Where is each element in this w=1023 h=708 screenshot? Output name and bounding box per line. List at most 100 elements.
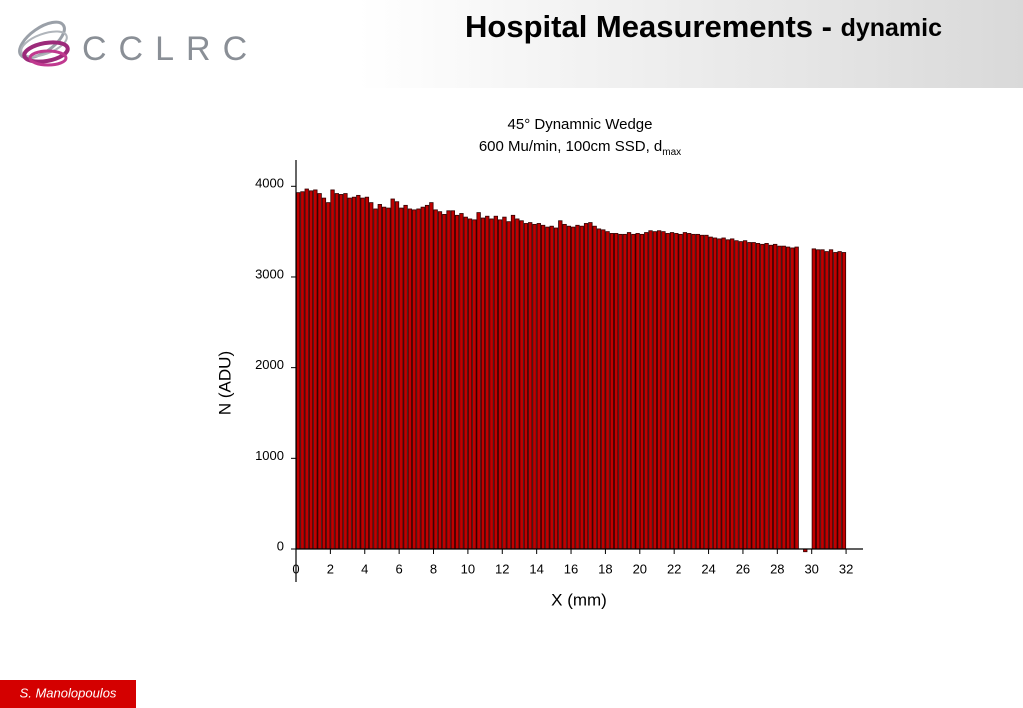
bar [695, 233, 700, 550]
bar [377, 204, 382, 550]
bar [648, 230, 653, 550]
bar [351, 196, 357, 550]
bar [343, 193, 348, 550]
bar [373, 208, 378, 550]
x-tick-label: 20 [633, 561, 647, 576]
bar [661, 231, 666, 550]
bar [635, 233, 640, 550]
bar [751, 242, 756, 550]
bar [347, 197, 352, 550]
bar [480, 217, 486, 550]
slide-title: Hospital Measurements - dynamic [465, 9, 942, 44]
bar [386, 207, 391, 550]
bar [682, 232, 688, 550]
bar [824, 251, 829, 550]
bar [399, 207, 404, 550]
x-tick-label: 22 [667, 561, 681, 576]
bar [326, 202, 331, 550]
bar [725, 239, 731, 550]
header-band [0, 0, 1023, 88]
chart-subtitle: 600 Mu/min, 100cm SSD, dmax [479, 138, 681, 158]
bar [785, 246, 791, 550]
bar [437, 211, 443, 550]
x-tick-label: 14 [529, 561, 543, 576]
bar [356, 194, 361, 550]
logo-text: CCLRC [82, 30, 259, 68]
bar [742, 240, 748, 550]
bar [472, 219, 477, 550]
bar [691, 233, 696, 550]
bar [412, 209, 417, 550]
bar [390, 198, 395, 550]
bar [674, 233, 679, 550]
bar [747, 242, 752, 550]
bar [459, 213, 464, 550]
bar [515, 218, 520, 550]
bar [467, 218, 473, 550]
bar [837, 251, 842, 550]
bar [394, 201, 400, 550]
bar [321, 197, 327, 550]
bar [313, 189, 318, 550]
bar [338, 194, 344, 550]
footer-box [0, 680, 136, 708]
bar [334, 193, 339, 550]
bar [790, 247, 795, 550]
bar [506, 221, 511, 550]
bar [403, 204, 408, 550]
bar [781, 245, 786, 550]
bar [811, 248, 816, 550]
bar [562, 223, 567, 550]
bar [566, 225, 572, 550]
bar [596, 228, 602, 550]
bar [450, 210, 456, 550]
x-axis-label: X (mm) [551, 590, 607, 609]
bar [764, 243, 769, 550]
bar [493, 215, 498, 550]
bar [295, 192, 301, 550]
x-tick-label: 0 [292, 561, 299, 576]
bar [553, 227, 559, 550]
bar [626, 232, 632, 550]
x-tick-label: 8 [430, 561, 437, 576]
bar [656, 230, 662, 550]
bar [519, 220, 524, 550]
bar [717, 238, 722, 550]
bar [609, 233, 615, 550]
bar [523, 223, 529, 550]
bar [699, 234, 705, 550]
bar [601, 229, 606, 550]
bar [760, 243, 765, 550]
y-tick-label: 3000 [255, 266, 284, 281]
title-main: Hospital Measurements - [465, 9, 841, 44]
subtitle-main: 600 Mu/min, 100cm SSD, d [479, 138, 662, 155]
bar [442, 214, 447, 550]
bar [622, 233, 627, 550]
bar [665, 233, 670, 550]
bar [308, 190, 314, 550]
bar [532, 223, 537, 550]
bar [502, 216, 507, 550]
logo-swirl [18, 20, 70, 67]
x-tick-label: 12 [495, 561, 509, 576]
y-tick-label: 4000 [255, 176, 284, 191]
y-axis-label: N (ADU) [215, 351, 234, 415]
bar [768, 244, 774, 550]
bar [510, 214, 516, 550]
bar [669, 232, 675, 550]
bar [777, 245, 782, 550]
chart-title: 45° Dynamnic Wedge [508, 116, 653, 133]
bar [614, 233, 619, 550]
y-tick-label: 2000 [255, 357, 284, 372]
bar [476, 212, 481, 550]
bar [429, 202, 434, 550]
bar [497, 219, 503, 550]
bar [618, 233, 623, 550]
bar [364, 196, 370, 550]
bar [820, 249, 825, 550]
bar [704, 234, 709, 550]
bar [639, 233, 645, 550]
bar [592, 225, 597, 550]
x-tick-label: 2 [327, 561, 334, 576]
